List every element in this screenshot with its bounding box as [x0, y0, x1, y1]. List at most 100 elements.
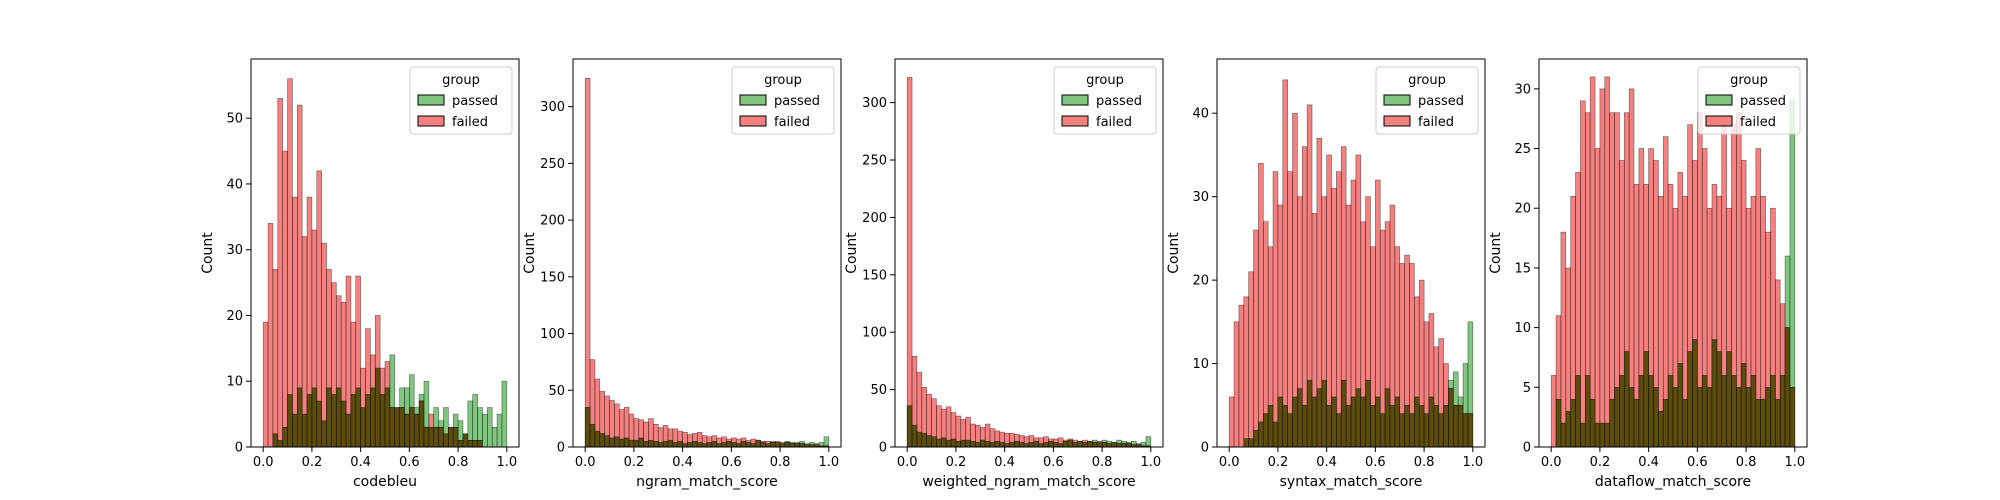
- bar-passed: [677, 441, 683, 448]
- bar-passed: [960, 439, 966, 448]
- legend-label-passed: passed: [1740, 94, 1786, 109]
- bar-passed: [1370, 404, 1376, 448]
- bar-passed: [1653, 387, 1659, 448]
- bar-passed: [1101, 439, 1108, 443]
- bar-passed: [1116, 443, 1122, 448]
- bar-passed: [614, 436, 620, 448]
- bar-passed: [1072, 442, 1079, 448]
- bar-passed: [965, 439, 971, 448]
- bar-passed: [423, 426, 430, 448]
- y-tick-label: 50: [226, 112, 243, 127]
- bar-passed: [418, 400, 425, 448]
- bar-failed: [1609, 112, 1615, 448]
- bar-failed: [321, 242, 327, 448]
- bar-passed: [1701, 375, 1708, 448]
- x-axis-label: syntax_match_score: [1280, 474, 1423, 490]
- bar-passed: [1350, 396, 1357, 448]
- bar-passed: [496, 413, 503, 448]
- legend: group passed failed: [1053, 66, 1157, 135]
- bar-passed: [1594, 422, 1601, 448]
- bar-failed: [282, 150, 288, 448]
- bar-passed: [1121, 443, 1127, 448]
- bar-passed: [711, 441, 718, 448]
- bar-failed: [1248, 271, 1254, 448]
- bar-passed: [1131, 440, 1137, 446]
- bar-passed: [633, 439, 640, 448]
- bar-passed: [1643, 351, 1649, 448]
- bar-failed: [262, 321, 269, 448]
- bar-passed: [1301, 404, 1308, 448]
- bar-passed: [467, 400, 474, 441]
- bar-passed: [926, 435, 932, 448]
- bar-passed: [1453, 404, 1459, 448]
- legend-swatch-passed: [1061, 94, 1089, 106]
- y-axis-label: Count: [1166, 232, 1182, 274]
- bar-passed: [599, 433, 605, 448]
- bar-passed: [1711, 339, 1718, 448]
- x-tick-label: 0.2: [624, 455, 645, 470]
- bar-passed: [1253, 430, 1259, 448]
- bar-passed: [1092, 439, 1098, 443]
- y-tick-label: 30: [226, 243, 243, 258]
- y-tick-label: 30: [1192, 190, 1209, 205]
- bar-passed: [1462, 363, 1469, 414]
- bar-failed: [1599, 88, 1606, 448]
- y-tick-label: 0: [1201, 441, 1209, 456]
- bar-passed: [1658, 410, 1664, 448]
- bar-passed: [379, 394, 386, 448]
- bar-passed: [1004, 443, 1010, 448]
- bar-passed: [1336, 413, 1342, 448]
- bar-passed: [1262, 413, 1269, 448]
- bar-passed: [955, 440, 962, 448]
- bar-passed: [374, 367, 381, 448]
- bar-passed: [1092, 442, 1098, 448]
- bar-passed: [921, 432, 927, 448]
- bar-passed: [1258, 421, 1264, 448]
- bar-passed: [1140, 442, 1147, 447]
- bar-passed: [1038, 443, 1044, 448]
- bar-passed: [1633, 398, 1640, 448]
- legend-label-failed: failed: [452, 115, 488, 130]
- bar-passed: [584, 406, 591, 448]
- x-tick-label: 1.0: [1784, 455, 1805, 470]
- bar-passed: [809, 442, 815, 446]
- bar-passed: [823, 436, 830, 447]
- bar-passed: [1638, 375, 1645, 448]
- legend-title: group: [1730, 73, 1768, 88]
- y-tick-label: 150: [540, 270, 565, 285]
- bar-passed: [1297, 388, 1303, 448]
- x-tick-label: 0.0: [575, 455, 596, 470]
- legend-swatch-passed: [1383, 94, 1411, 106]
- bar-passed: [1082, 442, 1088, 448]
- bar-passed: [1077, 440, 1083, 448]
- x-tick-label: 1.0: [496, 455, 517, 470]
- bar-failed: [1589, 76, 1596, 448]
- bar-failed: [292, 196, 298, 448]
- bar-passed: [1770, 375, 1776, 448]
- bar-passed: [1692, 339, 1698, 448]
- x-tick-label: 0.2: [1590, 455, 1611, 470]
- x-tick-label: 0.6: [399, 455, 420, 470]
- bar-passed: [1404, 404, 1410, 448]
- bar-passed: [594, 430, 601, 448]
- bar-passed: [1292, 396, 1298, 448]
- bar-passed: [452, 426, 459, 448]
- bar-passed: [1609, 398, 1615, 448]
- bar-passed: [404, 387, 410, 415]
- bar-passed: [1448, 379, 1454, 389]
- y-tick-label: 0: [1523, 441, 1531, 456]
- bar-passed: [1784, 327, 1791, 448]
- bar-passed: [799, 443, 805, 448]
- bar-passed: [287, 394, 293, 448]
- bar-failed: [906, 77, 913, 448]
- bar-passed: [623, 437, 630, 448]
- bar-passed: [1355, 388, 1362, 448]
- bar-passed: [1360, 396, 1366, 448]
- bar-passed: [1043, 442, 1049, 448]
- y-tick-label: 30: [1514, 82, 1531, 97]
- bar-passed: [726, 441, 732, 448]
- plot-frame: [894, 58, 1164, 448]
- bar-passed: [916, 431, 923, 448]
- bar-passed: [482, 413, 488, 448]
- bar-passed: [1033, 440, 1040, 448]
